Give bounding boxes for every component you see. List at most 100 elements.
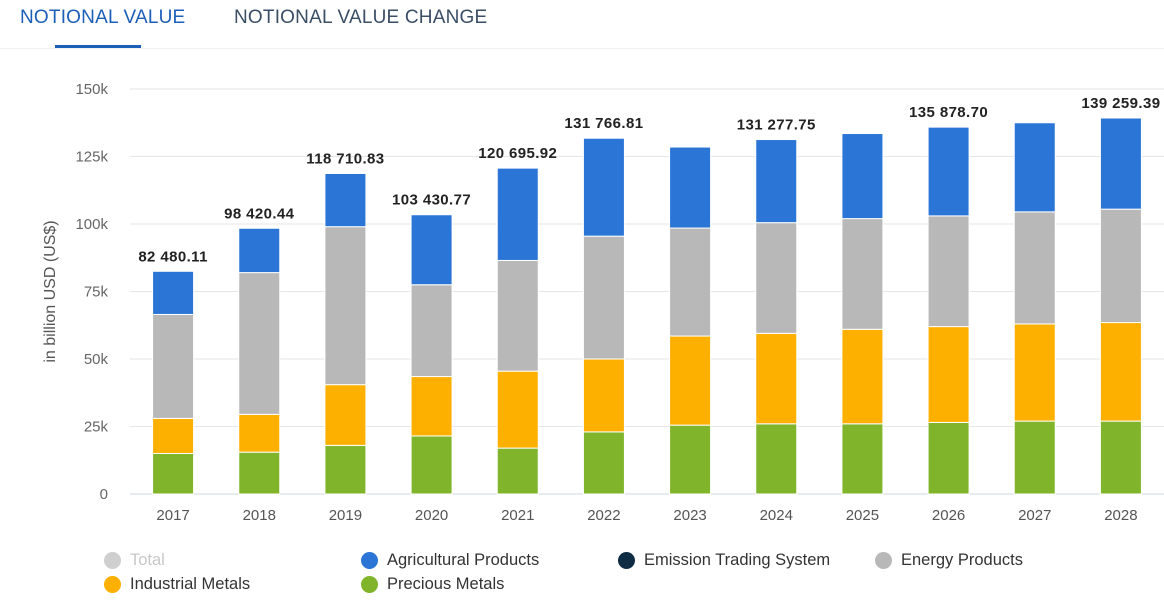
bar-segment-precious-metals <box>582 431 625 495</box>
bar-segment-agricultural-products <box>1099 117 1142 210</box>
y-tick-label: 50k <box>84 351 109 368</box>
bar-segment-energy-products <box>152 313 195 419</box>
bar-segment-energy-products <box>324 226 367 386</box>
bar-segment-energy-products <box>927 215 970 328</box>
legend-dot-energy-products <box>875 551 892 569</box>
bar-segment-industrial-metals <box>582 358 625 433</box>
bar-segment-agricultural-products <box>410 214 453 286</box>
y-tick-label: 100k <box>75 216 108 233</box>
x-tick-label: 2020 <box>415 507 448 524</box>
legend-label-precious-metals: Precious Metals <box>387 574 505 593</box>
bar-segment-precious-metals <box>841 423 884 495</box>
y-tick-label: 0 <box>100 486 108 503</box>
bar-total-label: 131 766.81 <box>564 115 643 132</box>
x-tick-label: 2026 <box>932 507 965 524</box>
bar-segment-precious-metals <box>927 421 970 495</box>
legend-label-emission-trading-system: Emission Trading System <box>644 550 831 569</box>
bar-segment-agricultural-products <box>238 227 281 274</box>
legend-label-industrial-metals: Industrial Metals <box>130 574 251 593</box>
bar-segment-energy-products <box>496 259 539 372</box>
bar-segment-industrial-metals <box>927 326 970 423</box>
bar-total-label: 82 480.11 <box>138 248 208 265</box>
x-tick-label: 2028 <box>1104 507 1137 524</box>
bar-segment-precious-metals <box>755 423 798 495</box>
y-tick-label: 75k <box>84 284 109 301</box>
bar-total-label: 135 878.70 <box>909 104 988 121</box>
bar-segment-energy-products <box>238 272 281 415</box>
bar-segment-precious-metals <box>152 453 195 495</box>
legend-dot-agricultural-products <box>361 551 378 569</box>
bar-segment-precious-metals <box>1013 420 1056 495</box>
chart-legend: Total Agricultural Products Emission Tra… <box>0 546 1164 602</box>
bar-segment-energy-products <box>755 222 798 334</box>
legend-label-energy-products: Energy Products <box>901 550 1023 569</box>
x-tick-label: 2022 <box>587 507 620 524</box>
y-tick-label: 125k <box>75 149 108 166</box>
bar-segment-agricultural-products <box>1013 122 1056 213</box>
legend-dot-precious-metals <box>361 575 378 593</box>
bar-segment-industrial-metals <box>496 370 539 449</box>
bar-segment-agricultural-products <box>669 146 712 229</box>
bar-segment-energy-products <box>1099 208 1142 324</box>
bar-segment-industrial-metals <box>410 376 453 437</box>
bar-segment-precious-metals <box>1099 420 1142 495</box>
bar-segment-agricultural-products <box>755 139 798 224</box>
legend-item-agricultural-products[interactable]: Agricultural Products <box>361 548 539 572</box>
bar-total-label: 118 710.83 <box>306 150 384 167</box>
bar-segment-agricultural-products <box>582 137 625 237</box>
tab-notional-value-change[interactable]: NOTIONAL VALUE CHANGE <box>234 7 488 28</box>
x-tick-label: 2025 <box>846 507 879 524</box>
bar-segment-precious-metals <box>496 447 539 495</box>
x-tick-label: 2027 <box>1018 507 1051 524</box>
y-axis-title: in billion USD (US$) <box>42 220 59 362</box>
y-tick-label: 150k <box>75 81 108 98</box>
bar-segment-industrial-metals <box>152 417 195 454</box>
bar-segment-energy-products <box>669 227 712 337</box>
x-tick-label: 2019 <box>329 507 362 524</box>
bar-segment-industrial-metals <box>324 384 367 446</box>
bar-segment-energy-products <box>841 218 884 330</box>
y-tick-label: 25k <box>84 419 109 436</box>
bar-segment-precious-metals <box>410 435 453 495</box>
x-tick-label: 2017 <box>156 507 189 524</box>
bar-segment-agricultural-products <box>152 270 195 315</box>
x-tick-label: 2018 <box>243 507 276 524</box>
legend-dot-total <box>104 551 121 569</box>
bar-total-label: 103 430.77 <box>392 192 471 209</box>
stacked-bar-chart: 0 25k 50k 75k 100k 125k 150k in billion USD (US… <box>42 81 1164 524</box>
tab-bar: NOTIONAL VALUE NOTIONAL VALUE CHANGE <box>0 0 1164 49</box>
bar-segment-agricultural-products <box>927 126 970 217</box>
legend-label-agricultural-products: Agricultural Products <box>387 550 540 569</box>
bar-segment-industrial-metals <box>238 413 281 453</box>
legend-item-precious-metals[interactable]: Precious Metals <box>361 572 504 596</box>
bar-segment-industrial-metals <box>1013 323 1056 422</box>
bar-segment-energy-products <box>410 284 453 378</box>
legend-item-industrial-metals[interactable]: Industrial Metals <box>104 572 250 596</box>
bar-segment-agricultural-products <box>841 133 884 220</box>
bar-segment-energy-products <box>1013 211 1056 325</box>
legend-item-energy-products[interactable]: Energy Products <box>875 548 1023 572</box>
tab-notional-value[interactable]: NOTIONAL VALUE <box>20 7 186 28</box>
bar-segment-agricultural-products <box>324 172 367 228</box>
bar-segment-precious-metals <box>238 451 281 495</box>
bar-segment-precious-metals <box>324 444 367 495</box>
x-tick-label: 2023 <box>673 507 706 524</box>
legend-dot-industrial-metals <box>104 575 121 593</box>
x-tick-label: 2021 <box>501 507 534 524</box>
bar-segment-industrial-metals <box>755 332 798 425</box>
active-tab-indicator <box>55 45 141 48</box>
bar-segment-industrial-metals <box>669 335 712 426</box>
legend-item-total[interactable]: Total <box>104 548 165 572</box>
bar-total-label: 139 259.39 <box>1081 95 1160 112</box>
bar-total-label: 120 695.92 <box>478 145 557 162</box>
bar-segment-industrial-metals <box>1099 322 1142 422</box>
bar-total-label: 131 277.75 <box>737 117 816 134</box>
x-tick-label: 2024 <box>760 507 793 524</box>
legend-label-total: Total <box>130 550 165 569</box>
legend-item-emission-trading-system[interactable]: Emission Trading System <box>618 548 830 572</box>
bar-segment-agricultural-products <box>496 167 539 261</box>
bar-total-label: 98 420.44 <box>224 205 295 222</box>
bar-segment-precious-metals <box>669 424 712 495</box>
legend-dot-emission-trading-system <box>618 551 635 569</box>
bar-segment-energy-products <box>582 235 625 360</box>
